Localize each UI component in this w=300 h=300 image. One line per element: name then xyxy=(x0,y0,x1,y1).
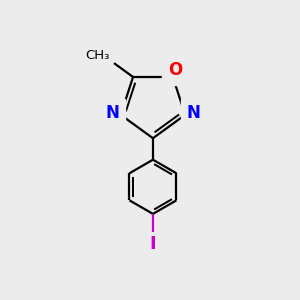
Text: N: N xyxy=(106,104,119,122)
Text: N: N xyxy=(187,104,200,122)
Text: I: I xyxy=(150,235,156,253)
Text: O: O xyxy=(168,61,182,80)
Text: CH₃: CH₃ xyxy=(85,49,110,62)
